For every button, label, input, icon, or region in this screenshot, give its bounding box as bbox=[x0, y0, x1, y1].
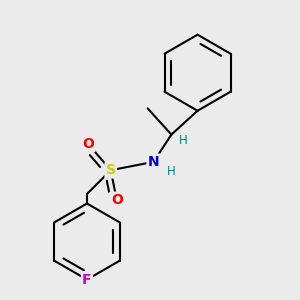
Text: N: N bbox=[148, 155, 159, 169]
Text: H: H bbox=[179, 134, 188, 147]
Text: S: S bbox=[106, 163, 116, 177]
Text: O: O bbox=[111, 193, 123, 207]
Text: H: H bbox=[167, 165, 176, 178]
Text: F: F bbox=[82, 273, 92, 286]
Text: O: O bbox=[82, 137, 94, 151]
